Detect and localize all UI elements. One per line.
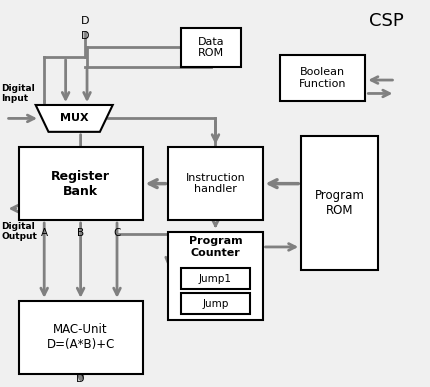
FancyBboxPatch shape xyxy=(168,147,262,220)
Text: A: A xyxy=(40,228,48,238)
Text: Jump: Jump xyxy=(202,298,228,308)
FancyBboxPatch shape xyxy=(279,55,365,101)
FancyBboxPatch shape xyxy=(18,147,142,220)
Text: D: D xyxy=(80,31,89,41)
Text: D: D xyxy=(76,374,85,384)
Text: Instruction
handler: Instruction handler xyxy=(185,173,245,194)
FancyBboxPatch shape xyxy=(181,28,241,67)
Text: C: C xyxy=(113,228,120,238)
Text: Digital
Output: Digital Output xyxy=(1,222,37,241)
FancyBboxPatch shape xyxy=(168,231,262,320)
Text: Data
ROM: Data ROM xyxy=(197,37,224,58)
Text: Digital
Input: Digital Input xyxy=(1,84,35,103)
Polygon shape xyxy=(36,105,113,132)
FancyBboxPatch shape xyxy=(301,136,378,270)
Text: CSP: CSP xyxy=(369,12,403,29)
FancyBboxPatch shape xyxy=(181,293,249,314)
Text: Jump1: Jump1 xyxy=(199,274,231,284)
Text: Boolean
Function: Boolean Function xyxy=(298,67,345,89)
Text: Program
ROM: Program ROM xyxy=(314,189,364,217)
Text: Program
Counter: Program Counter xyxy=(188,236,242,258)
Text: B: B xyxy=(77,228,84,238)
Text: MAC-Unit
D=(A*B)+C: MAC-Unit D=(A*B)+C xyxy=(46,323,114,351)
Text: Register
Bank: Register Bank xyxy=(51,170,110,198)
FancyBboxPatch shape xyxy=(18,301,142,373)
Text: D: D xyxy=(80,15,89,26)
Text: MUX: MUX xyxy=(60,113,88,123)
FancyBboxPatch shape xyxy=(181,268,249,289)
